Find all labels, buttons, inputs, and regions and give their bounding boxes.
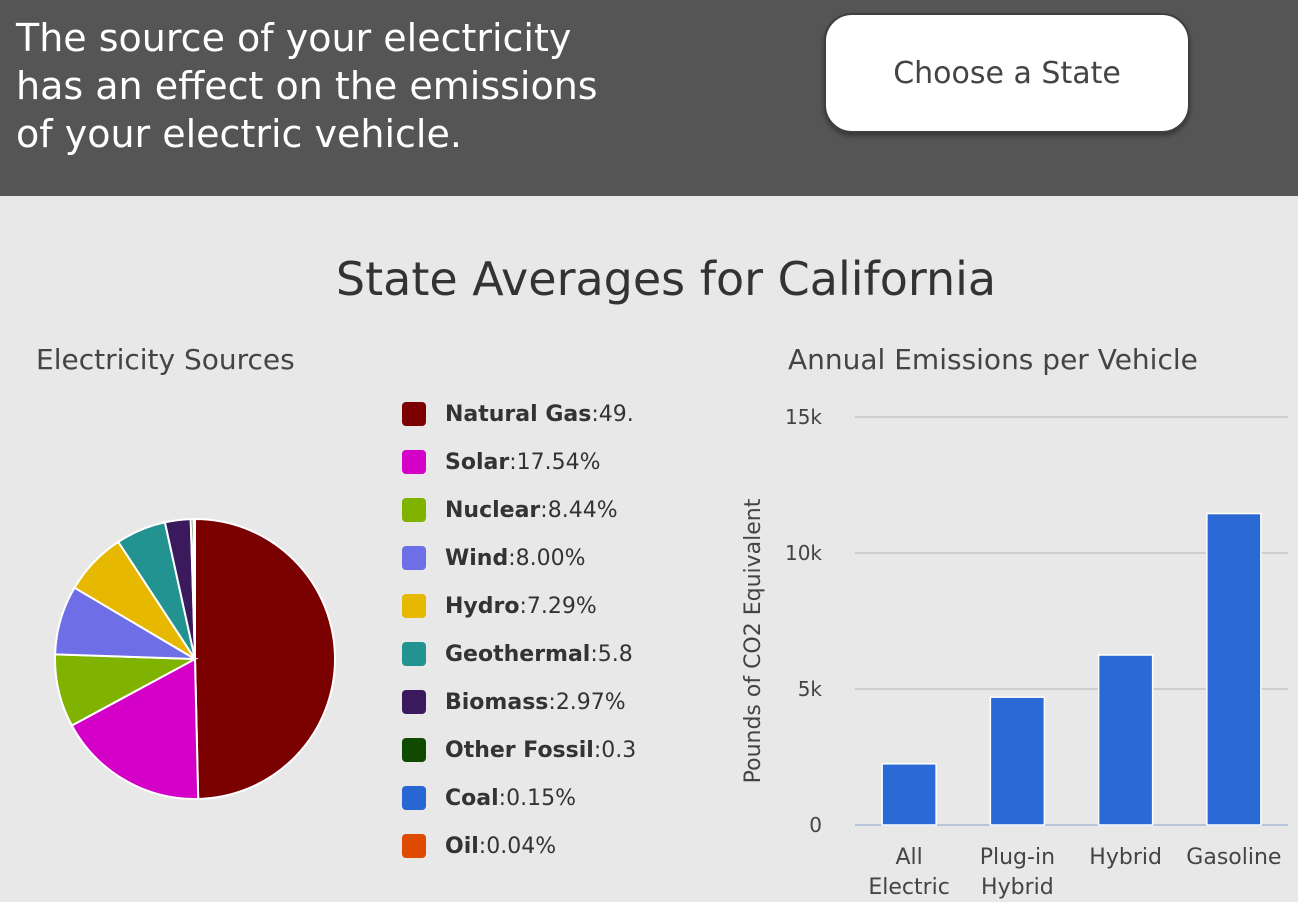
legend-value: 8.00% xyxy=(515,545,586,571)
legend-value: 17.54% xyxy=(516,449,601,475)
legend-item[interactable]: Other Fossil: 0.3 xyxy=(402,726,638,774)
intro-line-2: has an effect on the emissions xyxy=(16,64,598,108)
legend-value: 0.15% xyxy=(506,785,576,811)
bar-chart-title: Annual Emissions per Vehicle xyxy=(788,343,1198,376)
legend-label: Oil xyxy=(445,833,479,859)
legend-separator: : xyxy=(540,497,548,523)
legend-swatch xyxy=(402,834,426,858)
pie-chart-title: Electricity Sources xyxy=(36,343,295,376)
bar[interactable] xyxy=(1206,512,1262,826)
legend-label: Natural Gas xyxy=(445,401,592,427)
legend-value: 2.97% xyxy=(555,689,626,715)
x-category-label: Gasoline xyxy=(1186,845,1281,870)
legend-value: 5.8 xyxy=(597,641,633,667)
legend-value: 0.3 xyxy=(601,737,637,763)
legend-item[interactable]: Oil: 0.04% xyxy=(402,822,638,870)
legend-separator: : xyxy=(498,785,507,811)
legend-separator: : xyxy=(593,737,602,763)
y-axis-label: Pounds of CO2 Equivalent xyxy=(741,498,766,783)
x-category-label: Electric xyxy=(868,875,950,900)
legend-label: Wind xyxy=(445,545,509,571)
y-tick-label: 0 xyxy=(809,813,822,837)
legend-value: 7.29% xyxy=(526,593,597,619)
choose-state-button[interactable]: Choose a State xyxy=(824,13,1190,133)
legend-item[interactable]: Nuclear: 8.44% xyxy=(402,486,638,534)
legend-value: 0.04% xyxy=(486,833,557,859)
pie-slice-natural-gas[interactable] xyxy=(194,517,336,800)
x-category-label: Hybrid xyxy=(1089,845,1162,870)
legend-swatch xyxy=(402,546,426,570)
bar[interactable] xyxy=(881,763,937,826)
bar[interactable] xyxy=(989,696,1046,826)
pie-legend: Natural Gas: 49. Solar: 17.54% Nuclear: 8.… xyxy=(402,390,638,870)
pie-slice-solar[interactable] xyxy=(70,657,200,800)
legend-label: Hydro xyxy=(445,593,520,619)
y-tick-label: 15k xyxy=(785,405,822,429)
legend-separator: : xyxy=(591,401,599,427)
legend-separator: : xyxy=(478,833,487,859)
legend-swatch xyxy=(402,690,426,714)
legend-item[interactable]: Hydro: 7.29% xyxy=(402,582,638,630)
legend-swatch xyxy=(402,642,426,666)
legend-label: Coal xyxy=(445,785,499,811)
x-category-label: All xyxy=(895,845,922,870)
page-title: State Averages for California xyxy=(335,252,997,306)
legend-swatch xyxy=(402,594,426,618)
emissions-bar-chart: 0 5k 10k 15k All Electric Plug-in Hybrid Hybrid G… xyxy=(741,405,1288,900)
y-tick-label: 10k xyxy=(785,541,822,565)
legend-label: Other Fossil xyxy=(445,737,594,763)
intro-text: The source of your electricity has an ef… xyxy=(16,14,656,158)
legend-item[interactable]: Biomass: 2.97% xyxy=(402,678,638,726)
legend-swatch xyxy=(402,402,426,426)
y-tick-label: 5k xyxy=(798,677,823,701)
x-category-label: Hybrid xyxy=(981,875,1054,900)
x-category-label: Plug-in xyxy=(980,845,1055,870)
intro-line-3: of your electric vehicle. xyxy=(16,112,462,156)
legend-item[interactable]: Geothermal: 5.8 xyxy=(402,630,638,678)
legend-swatch xyxy=(402,498,426,522)
legend-item[interactable]: Solar: 17.54% xyxy=(402,438,638,486)
legend-swatch xyxy=(402,450,426,474)
legend-separator: : xyxy=(508,545,516,571)
legend-separator: : xyxy=(509,449,517,475)
legend-swatch xyxy=(402,738,426,762)
legend-item[interactable]: Wind: 8.00% xyxy=(402,534,638,582)
header-bar: The source of your electricity has an ef… xyxy=(0,0,1298,196)
legend-item[interactable]: Coal: 0.15% xyxy=(402,774,638,822)
legend-label: Solar xyxy=(445,449,510,475)
intro-line-1: The source of your electricity xyxy=(16,16,572,60)
legend-label: Nuclear xyxy=(445,497,541,523)
legend-item[interactable]: Natural Gas: 49. xyxy=(402,390,638,438)
legend-label: Geothermal xyxy=(445,641,591,667)
legend-label: Biomass xyxy=(445,689,549,715)
legend-value: 49. xyxy=(598,401,634,427)
legend-swatch xyxy=(402,786,426,810)
legend-separator: : xyxy=(519,593,527,619)
legend-separator: : xyxy=(548,689,556,715)
legend-separator: : xyxy=(590,641,598,667)
bar[interactable] xyxy=(1097,654,1154,826)
legend-value: 8.44% xyxy=(547,497,618,523)
electricity-sources-pie-chart xyxy=(54,517,336,800)
